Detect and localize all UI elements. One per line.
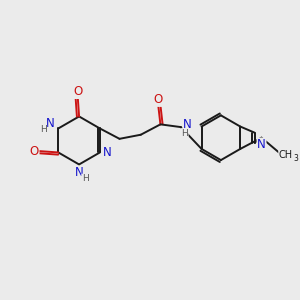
Text: N: N [257, 138, 266, 151]
Text: N: N [46, 117, 55, 130]
Text: 3: 3 [294, 154, 298, 163]
Text: N: N [103, 146, 112, 159]
Text: CH: CH [279, 151, 293, 160]
Text: O: O [30, 145, 39, 158]
Text: H: H [40, 125, 47, 134]
Text: H: H [82, 174, 88, 183]
Text: H: H [181, 129, 188, 138]
Text: O: O [154, 93, 163, 106]
Text: N: N [75, 166, 83, 179]
Text: O: O [73, 85, 83, 98]
Text: N: N [183, 118, 192, 131]
